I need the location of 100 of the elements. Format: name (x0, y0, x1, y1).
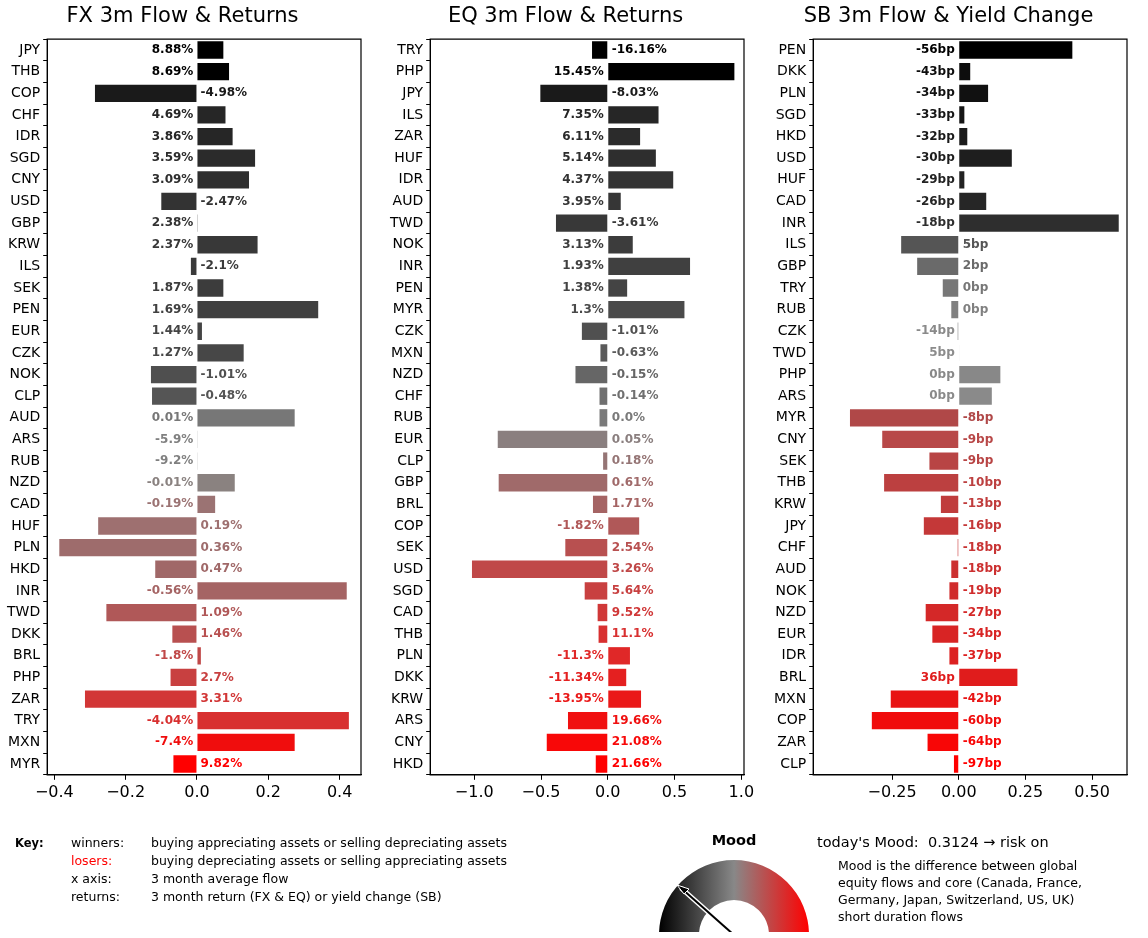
y-tick-label: CLP (780, 754, 807, 771)
annotation: -18bp (962, 539, 1003, 554)
y-tick-label: MXN (391, 343, 424, 360)
annotation: 21.66% (611, 756, 662, 771)
y-tick-label: AUD (392, 192, 424, 209)
annotation: 5.14% (562, 150, 604, 165)
annotation: 8.88% (151, 42, 194, 57)
bar (608, 63, 735, 81)
chart-title: EQ 3m Flow & Returns (447, 3, 684, 28)
text: buying depreciating assets or selling appreciating assets (151, 853, 507, 868)
annotation: -3.61% (611, 215, 659, 230)
y-tick-label: THB (10, 62, 41, 79)
y-tick-label: TWD (771, 343, 807, 360)
annotation: 3.31% (200, 691, 243, 706)
annotation: 0.61% (611, 474, 654, 489)
y-tick-label: CNY (11, 170, 41, 187)
annotation: 1.09% (200, 604, 243, 619)
y-tick-label: NZD (392, 365, 424, 382)
y-tick-label: PEN (778, 40, 807, 57)
bar (959, 84, 989, 102)
bar (197, 344, 244, 362)
annotation: -0.15% (611, 366, 659, 381)
annotation: 5bp (962, 236, 989, 251)
annotation: 1.44% (151, 323, 194, 338)
x-tick-label: 0.00 (940, 781, 977, 801)
y-tick-label: MYR (392, 300, 424, 317)
y-tick-label: PLN (13, 538, 41, 555)
annotation: 4.69% (151, 107, 194, 122)
bar (951, 300, 959, 319)
x-tick-label: −0.5 (521, 781, 561, 801)
bar (197, 300, 319, 319)
text: Mood is the difference between global equity flows and core (Canada, France, Germany, Japan, Switzerland, US, UK) short duration flows (838, 857, 1083, 925)
y-tick-label: ARS (11, 430, 41, 447)
annotation: 1.87% (151, 280, 194, 295)
annotation: -97bp (962, 756, 1003, 771)
y-tick-label: NOK (392, 235, 424, 252)
annotation: 5bp (929, 345, 956, 360)
annotation: 2.54% (611, 539, 654, 554)
y-tick-label: HUF (777, 170, 807, 187)
y-tick-label: CLP (397, 451, 424, 468)
y-tick-label: CNY (394, 732, 424, 749)
bar (197, 409, 295, 427)
annotation: 0bp (929, 366, 956, 381)
bar (923, 517, 959, 535)
y-tick-label: AUD (9, 408, 41, 425)
y-tick-label: MYR (9, 754, 41, 771)
bar (155, 560, 197, 578)
y-tick-label: SGD (775, 105, 807, 122)
annotation: -33bp (915, 107, 956, 122)
bar (940, 495, 959, 514)
bar (98, 517, 197, 535)
annotation: -1.82% (557, 518, 604, 533)
y-tick-label: CNY (777, 430, 807, 447)
bar (84, 690, 197, 708)
bar (608, 236, 633, 254)
bar (608, 106, 659, 124)
bar (932, 625, 959, 643)
y-tick-label: DKK (11, 624, 41, 641)
bar (597, 603, 608, 622)
y-tick-label: CZK (777, 321, 807, 338)
bar (197, 322, 202, 340)
annotation: 0.18% (611, 453, 654, 468)
bar (959, 668, 1018, 687)
bar (197, 41, 224, 59)
annotation: -37bp (962, 647, 1003, 662)
bar (161, 192, 197, 211)
annotation: -32bp (915, 128, 956, 143)
bar (497, 430, 608, 449)
y-tick-label: SEK (396, 538, 424, 555)
bar (197, 236, 258, 254)
bar (94, 84, 197, 102)
bar (942, 279, 959, 297)
y-tick-label: SEK (13, 278, 41, 295)
y-tick-label: TRY (779, 278, 807, 295)
bar (849, 409, 959, 427)
y-tick-label: ILS (402, 105, 424, 122)
text: losers: (71, 853, 113, 868)
annotation: -11.34% (548, 669, 604, 684)
annotation: 1.27% (151, 345, 194, 360)
y-tick-label: TWD (5, 603, 41, 620)
y-tick-label: THB (776, 473, 807, 490)
annotation: -29bp (915, 171, 956, 186)
annotation: 0.19% (200, 518, 243, 533)
bar (150, 365, 197, 384)
y-tick-label: PLN (779, 83, 807, 100)
bar (498, 474, 608, 492)
text: returns: (71, 889, 120, 904)
bar (959, 192, 987, 211)
annotation: -7.4% (155, 734, 194, 749)
bar (608, 171, 674, 189)
bar (575, 365, 608, 384)
x-tick-label: 0.5 (661, 781, 688, 801)
annotation: -34bp (915, 85, 956, 100)
bar (959, 149, 1012, 167)
y-tick-label: CHF (777, 538, 807, 555)
annotation: 6.11% (562, 128, 604, 143)
y-tick-label: NOK (9, 365, 41, 382)
annotation: -9.2% (155, 453, 194, 468)
annotation: -19bp (962, 583, 1003, 598)
y-tick-label: CAD (776, 192, 807, 209)
